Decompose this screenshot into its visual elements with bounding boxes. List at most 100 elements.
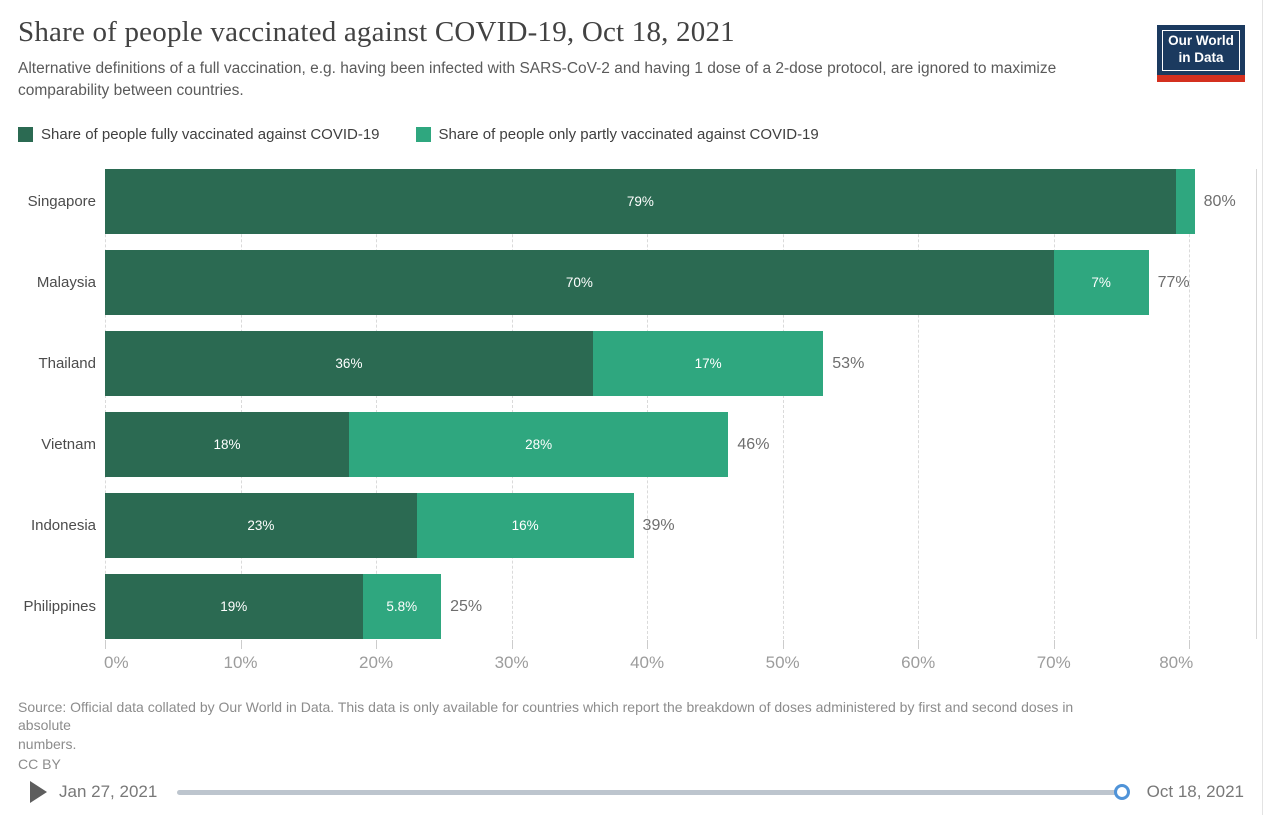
bar-segment-fully[interactable]: 19% — [105, 574, 363, 639]
tick-label: 10% — [223, 653, 258, 672]
chart-subtitle: Alternative definitions of a full vaccin… — [18, 60, 1057, 99]
bar-segment-partly[interactable]: 7% — [1053, 250, 1149, 315]
total-value-label: 77% — [1157, 273, 1190, 291]
bar-row: Indonesia 23% 16% 39% — [18, 493, 1257, 558]
gridline — [918, 169, 920, 639]
bar-track: 70% 7% 77% — [105, 250, 1257, 315]
timeline-handle[interactable] — [1113, 784, 1130, 800]
total-value-label: 80% — [1203, 192, 1236, 210]
legend-swatch-icon — [415, 127, 431, 142]
bar-segment-partly[interactable]: 5.8% — [362, 574, 442, 639]
tick-mark — [376, 640, 378, 649]
bar-segment-partly[interactable]: 17% — [592, 331, 824, 396]
timeline-start-date[interactable]: Jan 27, 2021 — [59, 782, 158, 801]
bar-track: 79% 80% — [105, 169, 1257, 234]
tick-label: 70% — [1036, 653, 1071, 672]
tick-label: 40% — [630, 653, 665, 672]
tick-mark — [1189, 640, 1191, 649]
tick-mark — [647, 640, 649, 649]
legend: Share of people fully vaccinated against… — [18, 126, 1262, 143]
tick-mark — [105, 640, 106, 649]
segment-value-label: 70% — [565, 275, 593, 290]
bar-segment-fully[interactable]: 36% — [105, 331, 593, 396]
gridline — [511, 169, 513, 639]
country-label: Malaysia — [36, 274, 96, 291]
tick-label: 80% — [1159, 653, 1194, 672]
bar-segment-partly[interactable]: 16% — [416, 493, 634, 558]
segment-value-label: 19% — [220, 599, 248, 614]
legend-label: Share of people only partly vaccinated a… — [438, 126, 819, 143]
legend-label: Share of people fully vaccinated against… — [41, 126, 380, 143]
bar-track: 36% 17% 53% — [105, 331, 1257, 396]
segment-value-label: 28% — [525, 437, 553, 452]
owid-logo[interactable]: Our World in Data — [1157, 25, 1245, 82]
bar-segment-fully[interactable]: 23% — [105, 493, 417, 558]
country-label: Vietnam — [41, 436, 96, 453]
segment-value-label: 5.8% — [386, 599, 418, 614]
tick-mark — [511, 640, 513, 649]
total-value-label: 46% — [737, 435, 770, 453]
bar-row: Vietnam 18% 28% 46% — [18, 412, 1257, 477]
gridline — [240, 169, 242, 639]
country-label: Philippines — [23, 598, 96, 615]
gridlines — [105, 169, 1257, 639]
gridline — [1053, 169, 1055, 639]
segment-value-label: 36% — [335, 356, 363, 371]
owid-logo-line2: in Data — [1178, 49, 1224, 65]
bar-track: 23% 16% 39% — [105, 493, 1257, 558]
total-value-label: 53% — [832, 354, 865, 372]
tick-mark — [240, 640, 242, 649]
country-label: Thailand — [38, 355, 96, 372]
tick-label: 60% — [901, 653, 936, 672]
bar-track: 19% 5.8% 25% — [105, 574, 1257, 639]
license-label[interactable]: CC BY — [18, 756, 61, 773]
total-value-label: 25% — [450, 597, 483, 615]
gridline — [376, 169, 378, 639]
timeline-track[interactable] — [177, 784, 1130, 800]
gridline — [1189, 169, 1191, 639]
tick-label: 20% — [359, 653, 394, 672]
bar-row: Thailand 36% 17% 53% — [18, 331, 1257, 396]
country-label: Singapore — [27, 193, 96, 210]
tick-mark — [1053, 640, 1055, 649]
owid-logo-text: Our World in Data — [1162, 30, 1240, 71]
segment-value-label: 16% — [511, 518, 539, 533]
owid-logo-red-bar — [1157, 74, 1245, 82]
tick-label: 0% — [104, 653, 129, 672]
legend-swatch-icon — [18, 127, 33, 142]
legend-item-1[interactable]: Share of people only partly vaccinated a… — [415, 126, 819, 143]
total-value-label: 39% — [642, 516, 675, 534]
gridline — [105, 169, 106, 639]
source-line: absolute — [18, 717, 71, 734]
play-icon[interactable] — [30, 781, 47, 803]
tick-mark — [918, 640, 920, 649]
legend-item-0[interactable]: Share of people fully vaccinated against… — [18, 126, 380, 143]
segment-value-label: 23% — [247, 518, 275, 533]
page-title: Share of people vaccinated against COVID… — [18, 16, 735, 48]
bar-segment-fully[interactable]: 70% — [105, 250, 1054, 315]
segment-value-label: 17% — [694, 356, 722, 371]
tick-label: 50% — [765, 653, 800, 672]
bar-row: Philippines 19% 5.8% 25% — [18, 574, 1257, 639]
bar-segment-partly[interactable]: 28% — [348, 412, 729, 477]
footer-note: Source: Official data collated by Our Wo… — [18, 698, 1262, 774]
bar-segment-fully[interactable]: 79% — [105, 169, 1176, 234]
tick-mark — [782, 640, 784, 649]
country-label: Indonesia — [30, 517, 96, 534]
x-axis: 0% 10% 20% 30% 40% 50% 60% 70% 80% — [104, 639, 1257, 685]
bar-track: 18% 28% 46% — [105, 412, 1257, 477]
source-line: Source: Official data collated by Our Wo… — [18, 699, 1074, 715]
segment-value-label: 79% — [626, 194, 654, 209]
bar-rows: Singapore 79% 80% Malaysia 70% 7% 77% Thailand 3… — [18, 169, 1257, 639]
bar-segment-partly[interactable] — [1175, 169, 1195, 234]
bar-chart: Singapore 79% 80% Malaysia 70% 7% 77% Thailand 3… — [18, 169, 1262, 639]
segment-value-label: 7% — [1091, 275, 1111, 290]
bar-segment-fully[interactable]: 18% — [105, 412, 349, 477]
plot-right-border — [1256, 169, 1257, 639]
gridline — [647, 169, 649, 639]
owid-logo-line1: Our World — [1168, 33, 1234, 48]
timeline-end-date[interactable]: Oct 18, 2021 — [1146, 782, 1244, 801]
bar-row: Singapore 79% 80% — [18, 169, 1257, 234]
tick-label: 30% — [494, 653, 529, 672]
